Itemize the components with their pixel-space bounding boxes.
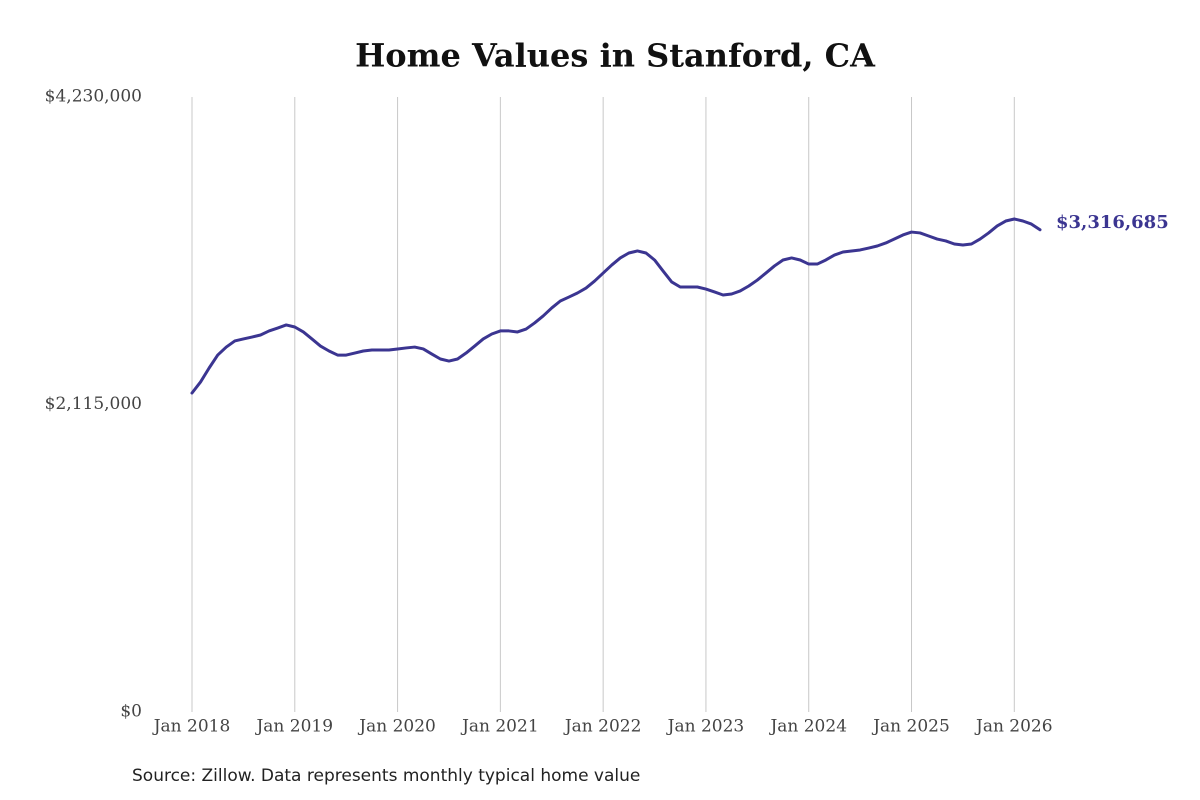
y-tick-label: $0 [120, 702, 142, 722]
y-tick-label: $2,115,000 [45, 394, 142, 414]
y-tick-label: $4,230,000 [45, 87, 142, 107]
x-tick-label: Jan 2024 [768, 717, 847, 737]
value-label: $3,316,685 [1056, 212, 1169, 233]
x-tick-label: Jan 2021 [460, 717, 539, 737]
x-tick-label: Jan 2022 [563, 717, 642, 737]
source-note: Source: Zillow. Data represents monthly … [132, 766, 640, 786]
x-tick-label: Jan 2026 [974, 717, 1053, 737]
x-tick-label: Jan 2019 [254, 717, 333, 737]
chart-title: Home Values in Stanford, CA [355, 37, 876, 75]
x-tick-label: Jan 2025 [871, 717, 950, 737]
x-tick-label: Jan 2023 [666, 717, 745, 737]
x-tick-label: Jan 2018 [152, 717, 231, 737]
x-tick-label: Jan 2020 [357, 717, 436, 737]
line [190, 217, 1042, 395]
